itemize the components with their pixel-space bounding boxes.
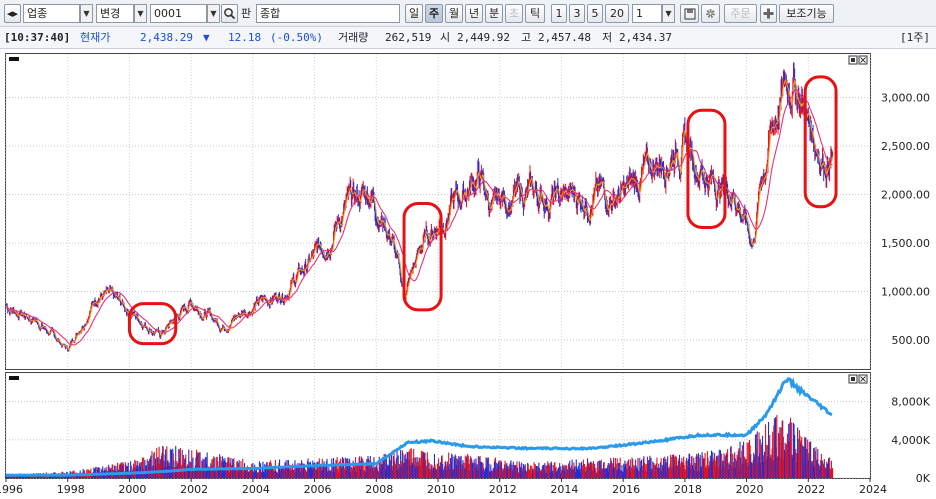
x-tick-label: 2000 bbox=[118, 483, 146, 496]
short-moving-average-line bbox=[5, 79, 834, 350]
price-panel-close-icon[interactable] bbox=[858, 55, 868, 65]
market-type-value: 업종 bbox=[27, 7, 48, 20]
volume-tick-label: 4,000K bbox=[891, 434, 930, 447]
x-tick-label: 2012 bbox=[489, 483, 517, 496]
market-type-select[interactable]: 업종 bbox=[23, 4, 80, 23]
market-type-dropdown-icon[interactable]: ▼ bbox=[80, 4, 93, 23]
count-5-button[interactable]: 5 bbox=[587, 4, 603, 23]
x-tick-label: 2016 bbox=[612, 483, 640, 496]
index-name-field: 종합 bbox=[256, 4, 400, 23]
x-tick-label: 2024 bbox=[859, 483, 887, 496]
x-tick-label: 2018 bbox=[674, 483, 702, 496]
plus-icon[interactable] bbox=[760, 4, 777, 23]
open-label: 시 bbox=[440, 31, 451, 44]
index-name-value: 종합 bbox=[260, 7, 281, 20]
low-value: 2,434.37 bbox=[619, 31, 672, 44]
x-tick-label: 2006 bbox=[304, 483, 332, 496]
low-label: 저 bbox=[602, 31, 613, 44]
chart-area: 500.00 1,000.00 1,500.00 2,000.00 2,500.00 3,… bbox=[0, 50, 936, 499]
count-1-button[interactable]: 1 bbox=[551, 4, 567, 23]
interval-value: 1 bbox=[636, 7, 643, 20]
price-change: 12.18 bbox=[228, 31, 262, 44]
price-tick-label: 2,000.00 bbox=[881, 189, 930, 202]
code-dropdown-icon[interactable]: ▼ bbox=[207, 4, 220, 23]
long-moving-average-line bbox=[5, 89, 833, 346]
x-tick-label: 2008 bbox=[365, 483, 393, 496]
price-tick-label: 500.00 bbox=[892, 334, 931, 347]
price-tick-label: 2,500.00 bbox=[881, 140, 930, 153]
mode-select[interactable]: 변경 bbox=[96, 4, 134, 23]
pan-label: 판 bbox=[241, 7, 252, 20]
order-button[interactable]: 주문 bbox=[724, 4, 757, 23]
volume-panel-marker-icon[interactable] bbox=[9, 376, 19, 380]
count-20-button[interactable]: 20 bbox=[605, 4, 629, 23]
highlight-circle bbox=[686, 108, 727, 229]
count-3-button[interactable]: 3 bbox=[569, 4, 585, 23]
volume-moving-average-line bbox=[5, 377, 833, 477]
period-minute-button[interactable]: 분 bbox=[485, 4, 503, 23]
x-tick-label: 2020 bbox=[736, 483, 764, 496]
search-icon[interactable] bbox=[221, 4, 238, 23]
gear-icon[interactable] bbox=[701, 4, 720, 23]
period-week-button[interactable]: 주 bbox=[425, 4, 443, 23]
volume-panel-close-icon[interactable] bbox=[858, 374, 868, 384]
x-tick-label: 2014 bbox=[550, 483, 578, 496]
price-tick-label: 1,500.00 bbox=[881, 237, 930, 250]
price-change-percent: (-0.50%) bbox=[270, 31, 323, 44]
current-price-label: 현재가 bbox=[80, 31, 111, 44]
interval-dropdown-icon[interactable]: ▼ bbox=[662, 4, 675, 23]
high-label: 고 bbox=[521, 31, 532, 44]
volume-tick-label: 8,000K bbox=[891, 396, 930, 409]
x-tick-label: 1996 bbox=[0, 483, 23, 496]
code-value: 0001 bbox=[154, 7, 182, 20]
x-tick-label: 1998 bbox=[57, 483, 85, 496]
aux-function-button[interactable]: 보조기능 bbox=[779, 4, 834, 23]
quote-info-bar: [10:37:40] 현재가 2,438.29 ▼ 12.18 (-0.50%)… bbox=[0, 27, 936, 49]
period-tick-button[interactable]: 틱 bbox=[525, 4, 545, 23]
current-price: 2,438.29 bbox=[140, 31, 193, 44]
high-value: 2,457.48 bbox=[538, 31, 591, 44]
left-right-arrow-icon[interactable]: ◂▸ bbox=[4, 4, 21, 23]
highlight-circle bbox=[402, 202, 443, 312]
down-arrow-icon: ▼ bbox=[203, 31, 210, 44]
interval-input[interactable]: 1 bbox=[632, 4, 662, 23]
price-panel-marker-icon[interactable] bbox=[9, 57, 19, 61]
x-tick-label: 2002 bbox=[180, 483, 208, 496]
volume-panel-maximize-icon[interactable] bbox=[848, 374, 858, 384]
period-year-button[interactable]: 년 bbox=[465, 4, 483, 23]
mode-value: 변경 bbox=[100, 7, 121, 20]
mode-dropdown-icon[interactable]: ▼ bbox=[134, 4, 147, 23]
volume-value: 262,519 bbox=[385, 31, 432, 44]
volume-label: 거래량 bbox=[338, 31, 369, 44]
period-second-button[interactable]: 초 bbox=[505, 4, 523, 23]
open-value: 2,449.92 bbox=[457, 31, 510, 44]
unit-label: [1주] bbox=[900, 31, 930, 44]
code-input[interactable]: 0001 bbox=[150, 4, 207, 23]
x-tick-label: 2004 bbox=[242, 483, 270, 496]
price-panel-maximize-icon[interactable] bbox=[848, 55, 858, 65]
stock-chart-svg[interactable]: 500.00 1,000.00 1,500.00 2,000.00 2,500.00 3,… bbox=[0, 50, 936, 499]
price-tick-label: 1,000.00 bbox=[881, 285, 930, 298]
highlight-circle bbox=[803, 75, 838, 209]
period-month-button[interactable]: 월 bbox=[445, 4, 463, 23]
period-day-button[interactable]: 일 bbox=[405, 4, 423, 23]
chart-toolbar: ◂▸ 업종 ▼ 변경 ▼ 0001 ▼ 판 종합 일 주 월 년 분 초 틱 1… bbox=[0, 0, 936, 27]
volume-tick-label: 0K bbox=[916, 472, 931, 485]
x-tick-label: 2022 bbox=[797, 483, 825, 496]
highlight-circle bbox=[127, 302, 178, 346]
quote-time: [10:37:40] bbox=[4, 31, 71, 44]
x-tick-label: 2010 bbox=[427, 483, 455, 496]
save-icon[interactable] bbox=[680, 4, 699, 23]
price-tick-label: 3,000.00 bbox=[881, 92, 930, 105]
